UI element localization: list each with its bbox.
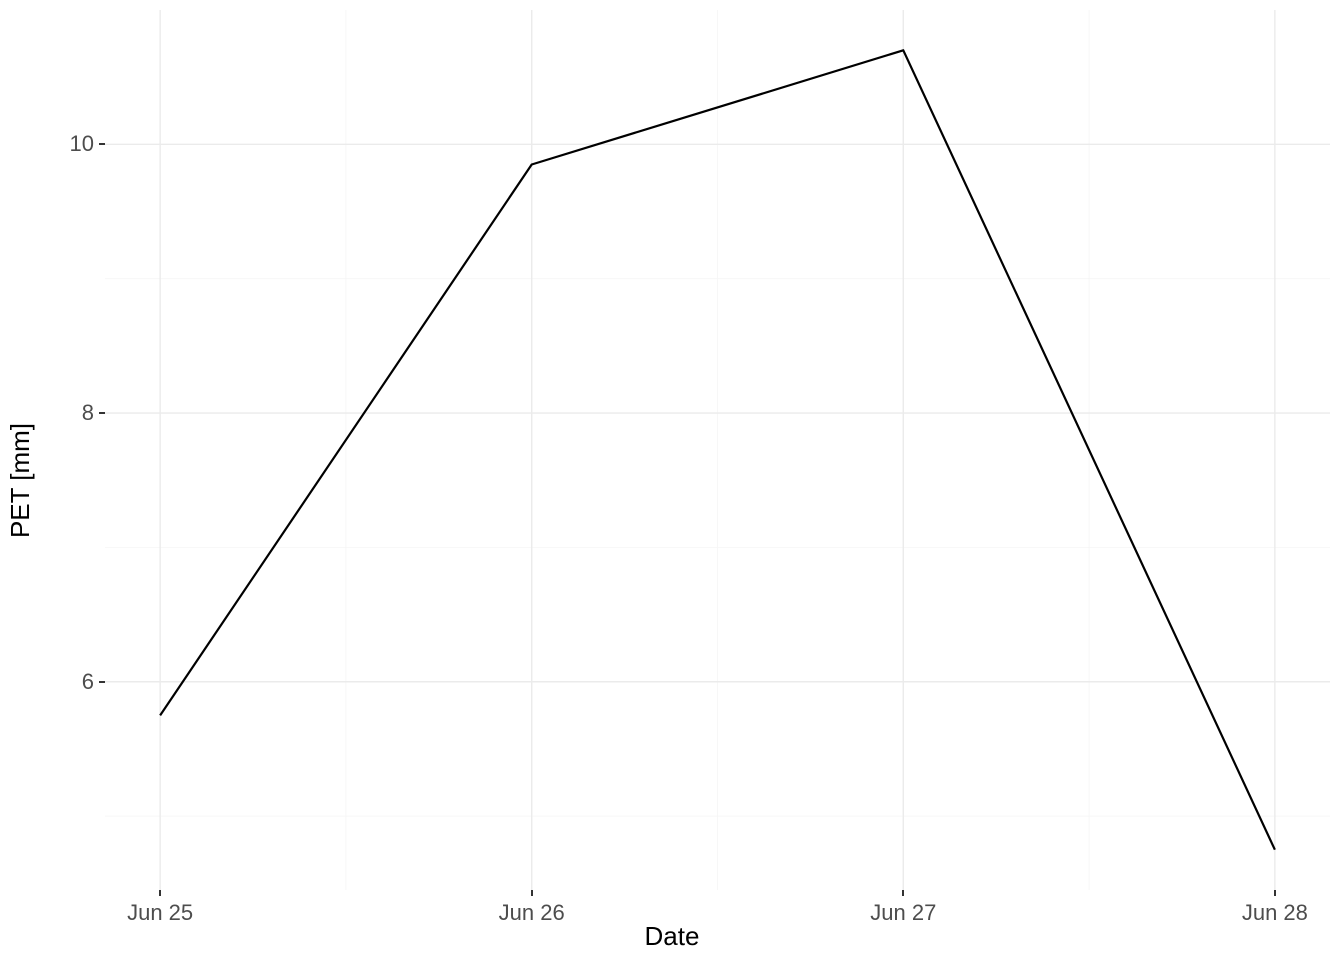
y-tick-label: 6 bbox=[34, 669, 94, 695]
plot-panel bbox=[105, 10, 1330, 890]
x-tick-mark bbox=[1274, 890, 1276, 896]
y-tick-label: 8 bbox=[34, 400, 94, 426]
y-tick-label: 10 bbox=[34, 131, 94, 157]
y-tick-mark bbox=[99, 412, 105, 414]
pet-line-chart: PET [mm] Date 6 8 10 Jun 25 Jun 26 Jun 27 Jun… bbox=[0, 0, 1344, 960]
x-tick-label: Jun 27 bbox=[870, 900, 936, 926]
y-axis-title: PET [mm] bbox=[6, 0, 36, 960]
x-tick-label: Jun 26 bbox=[499, 900, 565, 926]
x-tick-mark bbox=[531, 890, 533, 896]
x-axis-title-text: Date bbox=[645, 921, 700, 951]
y-tick-mark bbox=[99, 143, 105, 145]
y-axis-title-text: PET [mm] bbox=[6, 422, 37, 537]
x-tick-mark bbox=[902, 890, 904, 896]
x-tick-mark bbox=[159, 890, 161, 896]
x-tick-label: Jun 25 bbox=[127, 900, 193, 926]
y-tick-mark bbox=[99, 681, 105, 683]
plot-svg bbox=[105, 10, 1330, 890]
x-axis-title: Date bbox=[0, 921, 1344, 952]
x-tick-label: Jun 28 bbox=[1242, 900, 1308, 926]
